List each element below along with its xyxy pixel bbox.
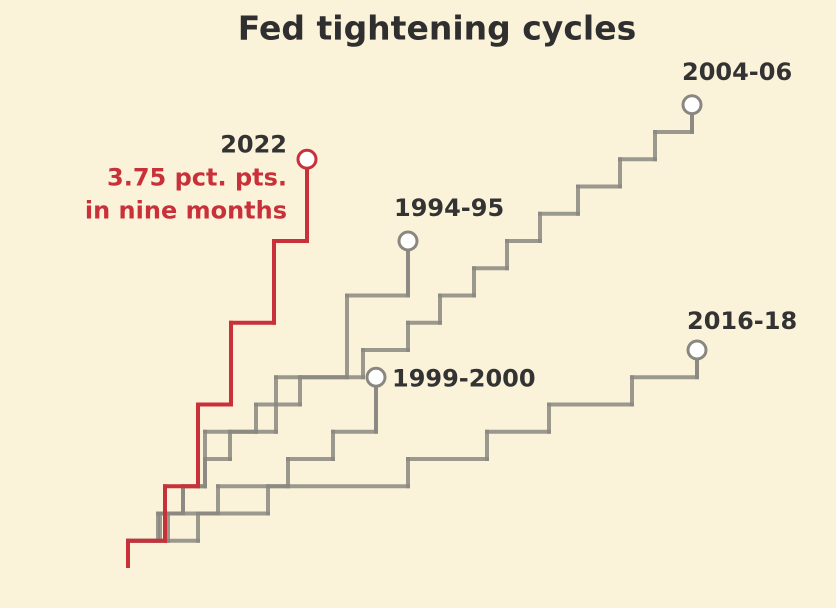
series-label: 2022 [220, 130, 287, 158]
end-marker [365, 366, 387, 388]
end-marker [397, 230, 419, 252]
end-marker [296, 148, 318, 170]
annotation: 3.75 pct. pts. [107, 163, 287, 191]
end-marker [686, 339, 708, 361]
series-label: 2016-18 [687, 307, 797, 335]
annotation: in nine months [85, 196, 287, 224]
series-label: 1994-95 [394, 194, 504, 222]
series-label: 1999-2000 [392, 364, 536, 392]
end-marker [681, 94, 703, 116]
series-label: 2004-06 [682, 58, 792, 86]
chart-title: Fed tightening cycles [238, 9, 636, 48]
